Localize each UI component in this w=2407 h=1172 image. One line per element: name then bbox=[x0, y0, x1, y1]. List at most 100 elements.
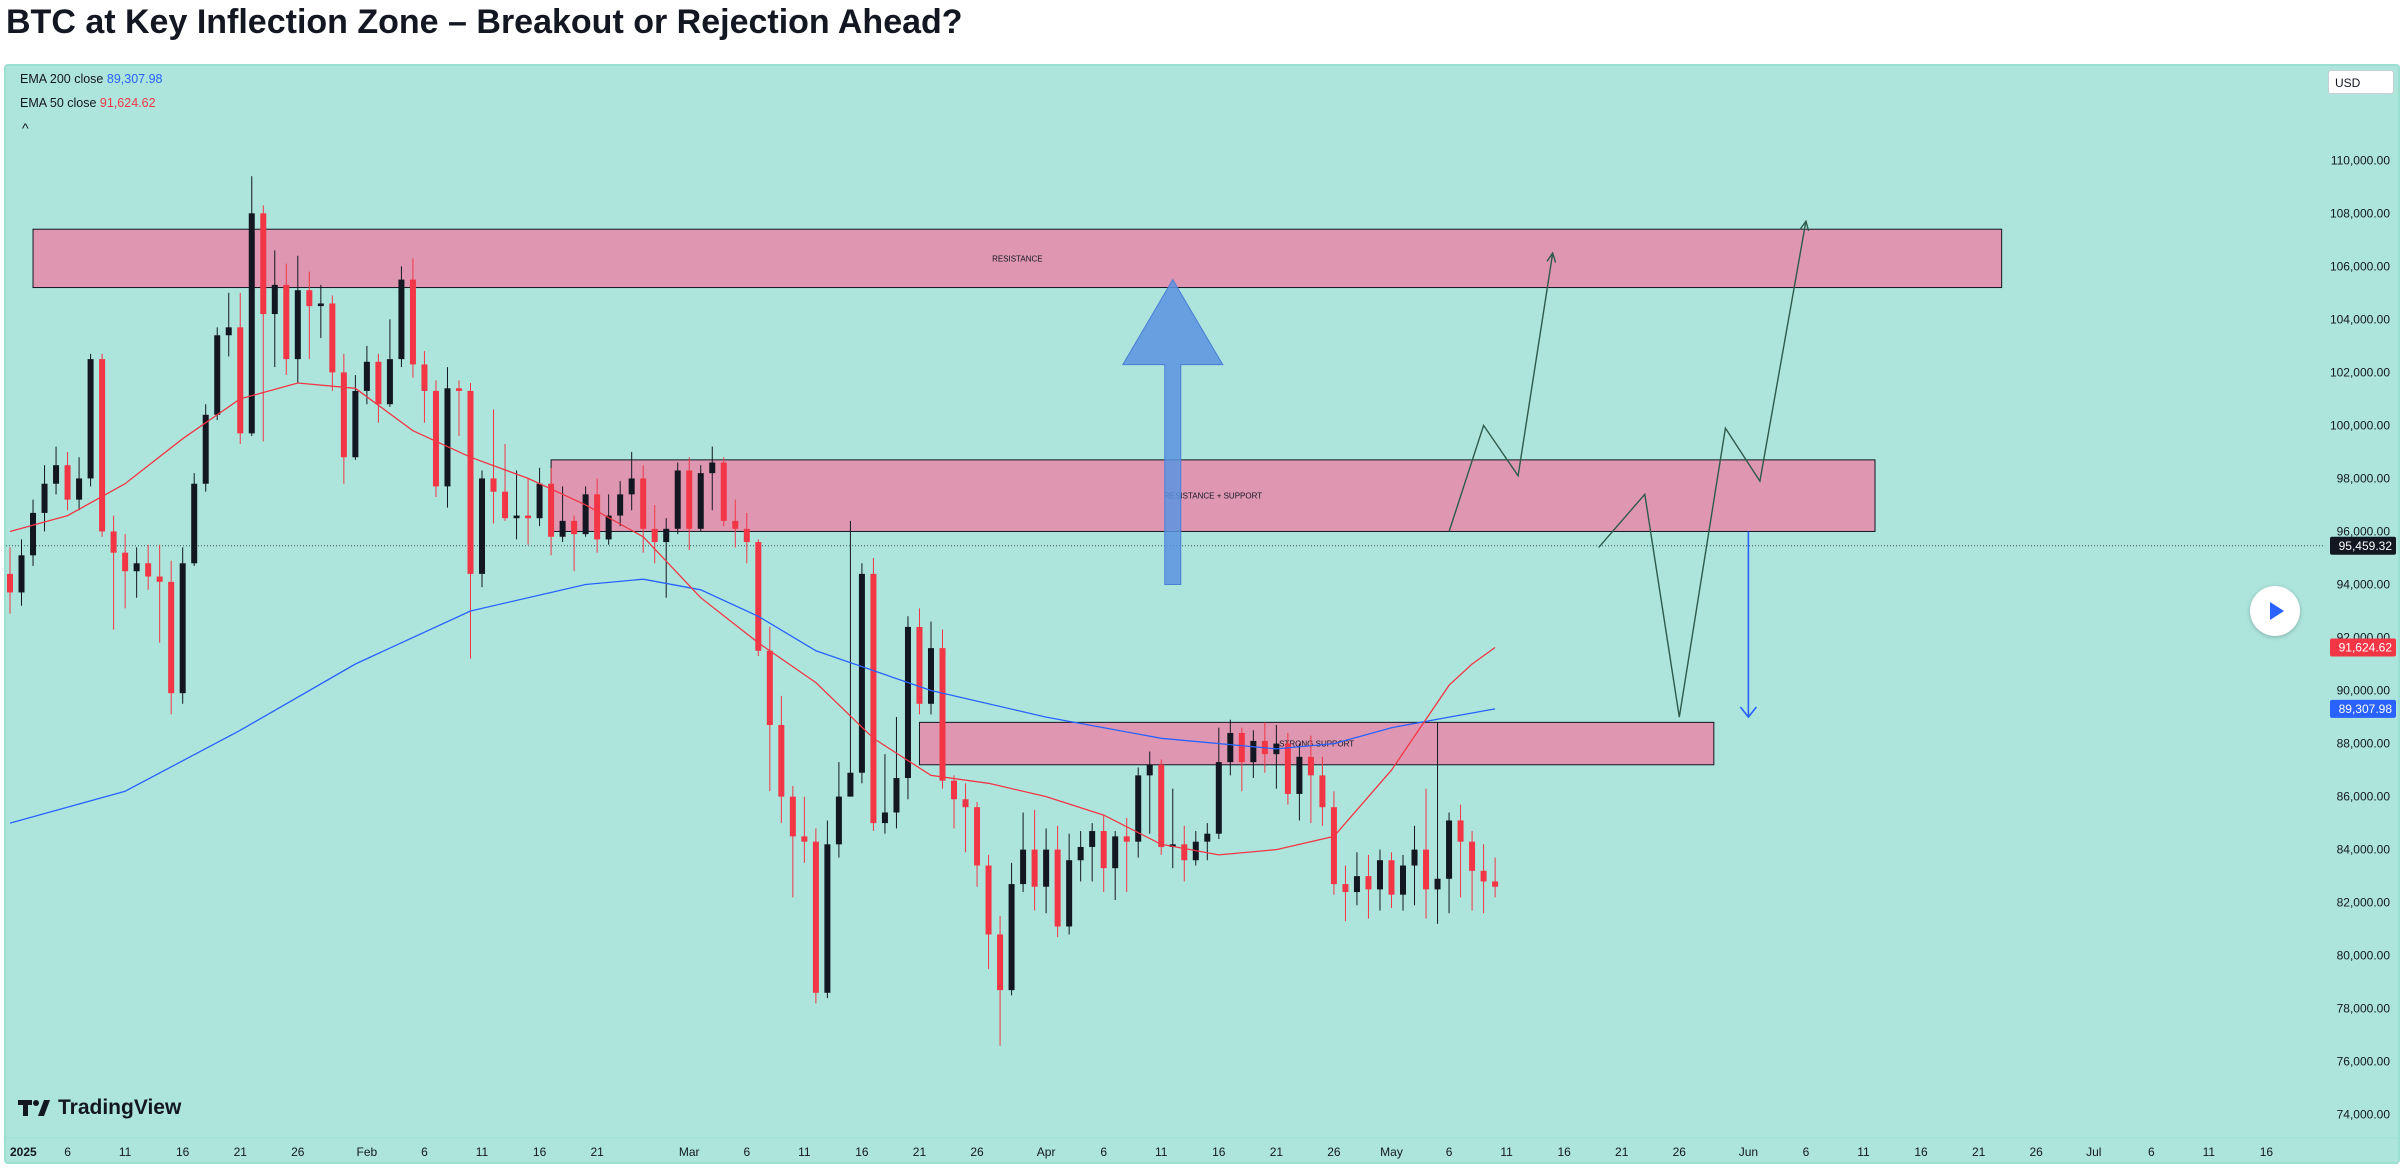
candle-body bbox=[881, 812, 888, 824]
price-tick-label: 76,000.00 bbox=[2337, 1055, 2391, 1069]
candle-body bbox=[1089, 831, 1096, 847]
candle-body bbox=[41, 483, 48, 513]
candle-body bbox=[548, 483, 555, 537]
ema200-line bbox=[9, 578, 1496, 824]
candle-body bbox=[18, 555, 25, 593]
candle-body bbox=[974, 807, 981, 866]
price-tick-label: 86,000.00 bbox=[2337, 790, 2391, 804]
time-tick-label: 11 bbox=[798, 1145, 811, 1159]
price-tick-label: 78,000.00 bbox=[2337, 1002, 2391, 1016]
candle-body bbox=[755, 542, 762, 651]
candle-body bbox=[904, 626, 911, 779]
candle-body bbox=[985, 865, 992, 935]
candle-body bbox=[651, 528, 658, 543]
candle-body bbox=[455, 388, 462, 391]
candle-body bbox=[1376, 860, 1383, 890]
candle-body bbox=[1135, 775, 1142, 842]
currency-selector[interactable]: USD bbox=[2328, 70, 2394, 94]
price-tick-label: 80,000.00 bbox=[2337, 949, 2391, 963]
zone-box[interactable] bbox=[918, 721, 1715, 766]
time-tick-label: 11 bbox=[119, 1145, 132, 1159]
candle-body bbox=[1296, 756, 1303, 794]
zone-label: STRONG SUPPORT bbox=[1279, 740, 1354, 749]
time-tick-label: 11 bbox=[1857, 1145, 1870, 1159]
projection-arrowhead bbox=[1546, 251, 1557, 263]
candle-body bbox=[1319, 775, 1326, 808]
price-tick-label: 102,000.00 bbox=[2330, 365, 2390, 379]
candle-body bbox=[1043, 849, 1050, 887]
time-tick-label: 21 bbox=[913, 1145, 927, 1159]
candle-body bbox=[766, 650, 773, 726]
candle-body bbox=[824, 844, 831, 993]
time-tick-label: 6 bbox=[2148, 1145, 2155, 1159]
time-tick-label: 11 bbox=[476, 1145, 489, 1159]
candle-body bbox=[7, 573, 13, 593]
time-tick-label: 6 bbox=[1803, 1145, 1810, 1159]
candle-body bbox=[1353, 876, 1360, 893]
projection-path bbox=[1598, 221, 1807, 718]
candle-body bbox=[409, 279, 416, 365]
candle-body bbox=[997, 934, 1004, 991]
time-tick-label: 2025 bbox=[10, 1145, 37, 1159]
time-tick-label: Apr bbox=[1037, 1145, 1056, 1159]
candle-body bbox=[1123, 836, 1130, 842]
time-tick-label: 16 bbox=[855, 1145, 869, 1159]
tradingview-logo[interactable]: TradingView bbox=[18, 1096, 181, 1120]
time-tick-label: 6 bbox=[421, 1145, 428, 1159]
candle-body bbox=[214, 335, 221, 415]
candle-body bbox=[1204, 833, 1211, 842]
price-tag bbox=[2330, 638, 2396, 657]
candle-body bbox=[363, 361, 370, 391]
candle-body bbox=[571, 520, 578, 535]
candle-body bbox=[479, 478, 486, 574]
time-tick-label: 21 bbox=[234, 1145, 248, 1159]
candlestick-chart[interactable]: RESISTANCE RESISTANCE + SUPPORT STRONG SUP… bbox=[6, 66, 2400, 1164]
zone-label: RESISTANCE bbox=[992, 254, 1043, 263]
chart-panel[interactable]: RESISTANCE RESISTANCE + SUPPORT STRONG SUP… bbox=[4, 64, 2400, 1164]
legend-ema50[interactable]: EMA 50 close 91,624.62 bbox=[20, 96, 156, 110]
legend-ema200[interactable]: EMA 200 close 89,307.98 bbox=[20, 72, 162, 86]
candle-body bbox=[789, 796, 796, 837]
breakout-arrow bbox=[1121, 278, 1224, 585]
zone-box[interactable] bbox=[550, 459, 1876, 532]
candle-body bbox=[1307, 756, 1314, 776]
time-tick-label: May bbox=[1380, 1145, 1403, 1159]
candle-body bbox=[743, 528, 750, 543]
rejection-arrowhead bbox=[1739, 706, 1758, 719]
play-button[interactable] bbox=[2250, 586, 2300, 636]
candle-body bbox=[513, 515, 520, 519]
time-tick-label: 21 bbox=[1972, 1145, 1986, 1159]
price-tick-label: 108,000.00 bbox=[2330, 206, 2390, 220]
candle-body bbox=[1284, 743, 1291, 794]
candle-body bbox=[306, 290, 313, 307]
candle-body bbox=[398, 279, 405, 360]
legend-ema200-label: EMA 200 close bbox=[20, 72, 104, 86]
candle-body bbox=[329, 303, 336, 373]
zone-box[interactable] bbox=[32, 228, 2003, 289]
candle-body bbox=[30, 512, 37, 556]
candle-body bbox=[893, 778, 900, 813]
candle-body bbox=[76, 478, 83, 500]
candle-body bbox=[617, 494, 624, 516]
candle-body bbox=[179, 563, 186, 694]
price-tag-label: 95,459.32 bbox=[2339, 539, 2393, 553]
legend-ema200-value: 89,307.98 bbox=[106, 72, 163, 86]
candle-body bbox=[467, 390, 474, 574]
candle-body bbox=[317, 303, 324, 307]
candle-body bbox=[502, 491, 509, 519]
candle-body bbox=[582, 494, 589, 535]
legend-ema50-label: EMA 50 close bbox=[20, 96, 97, 110]
candle-body bbox=[1388, 860, 1395, 895]
candle-body bbox=[145, 563, 152, 577]
candle-body bbox=[432, 390, 439, 487]
time-tick-label: Feb bbox=[357, 1145, 378, 1159]
candle-body bbox=[352, 390, 359, 458]
candle-body bbox=[237, 327, 244, 434]
candle-body bbox=[1054, 849, 1061, 927]
candle-body bbox=[1066, 860, 1073, 927]
candle-body bbox=[1181, 844, 1188, 861]
zone-label: RESISTANCE + SUPPORT bbox=[1164, 492, 1262, 501]
collapse-legend-button[interactable]: ^ bbox=[22, 120, 29, 136]
candle-body bbox=[628, 478, 635, 495]
price-tag bbox=[2330, 536, 2396, 555]
